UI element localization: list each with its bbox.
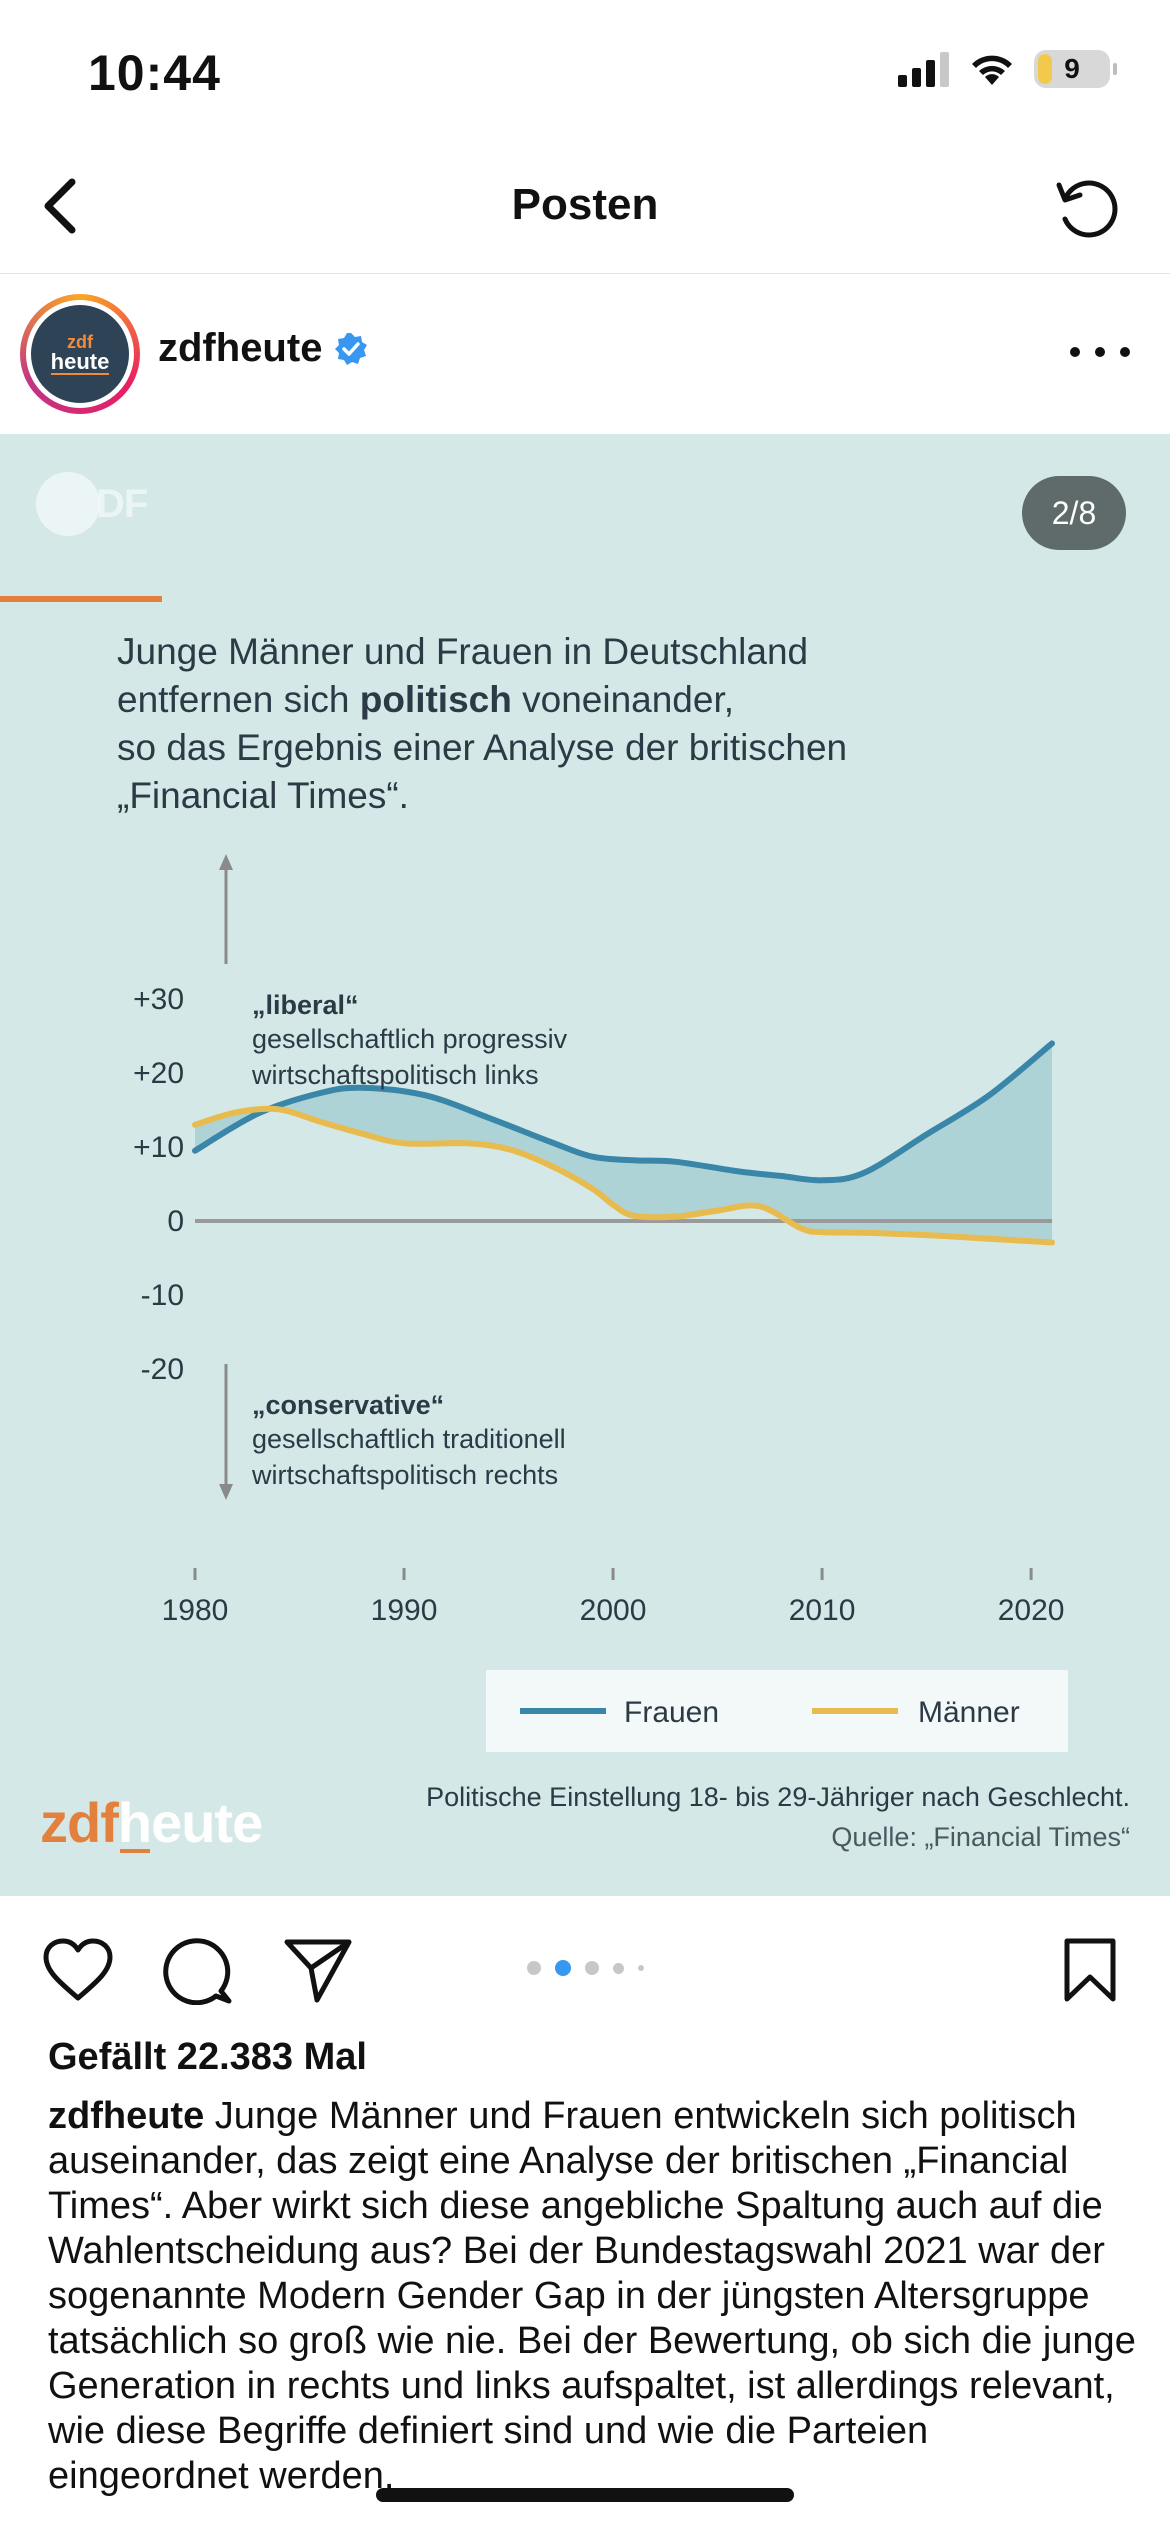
comment-icon <box>163 1938 232 2005</box>
battery-icon: 9 <box>1034 50 1117 88</box>
post-image[interactable]: DF 2/8 Junge Männer und Frauen in Deutsc… <box>0 434 1170 1896</box>
annotation-liberal: „liberal“ gesellschaftlich progressiv wi… <box>251 990 568 1090</box>
intro-line: Junge Männer und Frauen in Deutschland <box>117 631 809 672</box>
accent-line <box>0 596 162 602</box>
avatar[interactable]: zdf heute <box>20 294 140 414</box>
username-label: zdfheute <box>158 326 323 370</box>
annotation-conservative-title: „conservative“ <box>252 1390 444 1420</box>
navigation-bar: Posten <box>0 150 1170 274</box>
carousel-dot-active <box>554 1960 571 1976</box>
source-description: Politische Einstellung 18- bis 29-Jährig… <box>426 1782 1130 1812</box>
intro-text: Junge Männer und Frauen in Deutschland e… <box>117 628 1117 820</box>
y-tick-label: -10 <box>141 1279 184 1312</box>
legend-label-frauen: Frauen <box>624 1696 719 1729</box>
caption-text: Junge Männer und Frauen entwickeln sich … <box>48 2095 1136 2497</box>
save-button[interactable] <box>1050 1930 1130 2010</box>
intro-line: „Financial Times“. <box>117 775 409 816</box>
intro-line: entfernen sich politisch voneinander, <box>117 679 735 720</box>
back-button[interactable] <box>24 170 96 242</box>
x-tick-label: 2010 <box>789 1594 856 1627</box>
intro-line: so das Ergebnis einer Analyse der britis… <box>117 727 848 768</box>
carousel-indicator <box>0 1960 1170 1976</box>
more-dot-icon <box>1070 347 1080 357</box>
heart-icon <box>43 1938 113 2001</box>
battery-level: 9 <box>1064 53 1080 84</box>
refresh-button[interactable] <box>1046 168 1126 248</box>
y-tick-label: +10 <box>133 1131 184 1164</box>
post-header: zdf heute zdfheute <box>0 274 1170 434</box>
carousel-dot <box>612 1962 624 1974</box>
y-tick-label: -20 <box>141 1353 184 1386</box>
carousel-dot <box>584 1961 599 1975</box>
annotation-liberal-title: „liberal“ <box>252 990 359 1020</box>
post-caption: zdfheute Junge Männer und Frauen entwick… <box>48 2094 1138 2499</box>
refresh-icon <box>1056 180 1118 238</box>
zdfheute-logo: zdf heute <box>40 1791 263 1854</box>
x-tick-label: 2020 <box>998 1594 1065 1627</box>
slide-counter: 2/8 <box>1022 476 1126 550</box>
home-indicator[interactable] <box>376 2488 794 2502</box>
y-tick-label: +30 <box>133 983 184 1016</box>
post-actions <box>0 1896 1170 2036</box>
chart-legend: Frauen Männer <box>486 1670 1068 1752</box>
x-tick-label: 1990 <box>371 1594 438 1627</box>
comment-button[interactable] <box>158 1930 238 2010</box>
series-line-frauen <box>192 1040 1055 1184</box>
y-axis-ticks: +30 +20 +10 0 -10 -20 <box>133 983 184 1386</box>
more-options-button[interactable] <box>1070 332 1130 372</box>
page-title: Posten <box>511 180 659 229</box>
annotation-conservative-line2: wirtschaftspolitisch rechts <box>251 1460 558 1490</box>
likes-count[interactable]: Gefällt 22.383 Mal <box>48 2036 367 2078</box>
wifi-icon <box>972 55 1012 85</box>
liberal-arrow <box>219 854 233 964</box>
bookmark-icon <box>1064 1938 1116 2002</box>
carousel-dot <box>637 1965 644 1971</box>
status-time: 10:44 <box>88 45 221 101</box>
avatar-logo-top: zdf <box>67 332 93 352</box>
series-line-maenner <box>192 1105 1055 1246</box>
cellular-signal-icon <box>898 52 949 87</box>
line-chart: +30 +20 +10 0 -10 -20 1980 1990 2000 2010 2020 „l… <box>133 854 1068 1752</box>
more-dot-icon <box>1120 347 1130 357</box>
y-tick-label: +20 <box>133 1057 184 1090</box>
y-tick-label: 0 <box>167 1205 184 1238</box>
caption-username[interactable]: zdfheute <box>48 2095 205 2137</box>
legend-label-maenner: Männer <box>918 1696 1020 1729</box>
zdf-watermark-logo: DF <box>36 472 148 536</box>
carousel-dot <box>526 1961 541 1975</box>
x-tick-label: 1980 <box>162 1594 229 1627</box>
more-dot-icon <box>1095 347 1105 357</box>
watermark-text: DF <box>96 481 148 526</box>
verified-badge-icon <box>335 332 368 365</box>
share-button[interactable] <box>278 1930 358 2010</box>
annotation-liberal-line2: wirtschaftspolitisch links <box>251 1060 539 1090</box>
x-axis-ticks: 1980 1990 2000 2010 2020 <box>162 1568 1065 1627</box>
status-icons: 9 <box>898 50 1117 88</box>
source-credit: Quelle: „Financial Times“ <box>831 1822 1130 1852</box>
send-icon <box>284 1939 352 2003</box>
status-bar: 10:44 9 <box>0 0 1170 150</box>
like-button[interactable] <box>38 1930 118 2010</box>
annotation-conservative-line1: gesellschaftlich traditionell <box>252 1424 566 1454</box>
annotation-conservative: „conservative“ gesellschaftlich traditio… <box>251 1390 566 1490</box>
post-username[interactable]: zdfheute <box>158 326 368 371</box>
avatar-logo-bottom: heute <box>50 349 110 375</box>
chevron-left-icon <box>44 178 76 234</box>
annotation-liberal-line1: gesellschaftlich progressiv <box>252 1024 568 1054</box>
x-tick-label: 2000 <box>580 1594 647 1627</box>
conservative-arrow <box>219 1364 233 1500</box>
